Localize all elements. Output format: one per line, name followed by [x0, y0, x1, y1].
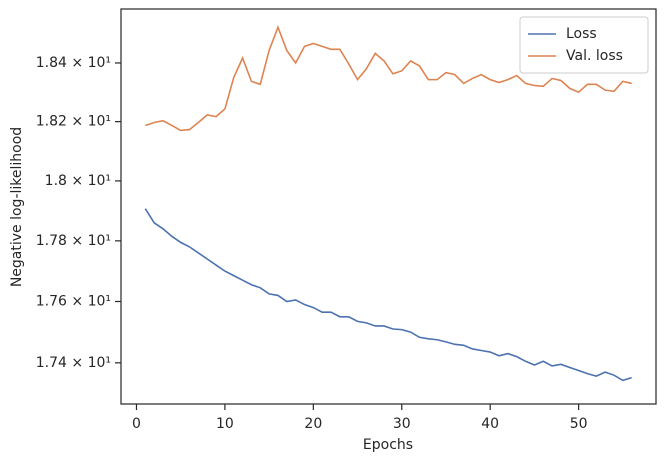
plot-frame [120, 8, 657, 405]
x-tick-label: 40 [481, 416, 499, 432]
x-tick-label: 50 [570, 416, 588, 432]
y-tick-label: 1.8 × 10¹ [45, 173, 111, 189]
x-tick-label: 30 [393, 416, 411, 432]
legend-label: Val. loss [566, 48, 623, 64]
line [144, 208, 632, 382]
legend-box [519, 16, 649, 74]
y-axis-label: Negative log-likelihood [9, 127, 25, 287]
y-tick-label: 1.76 × 10¹ [36, 293, 111, 309]
x-tick-label: 10 [216, 416, 234, 432]
y-tick-label: 1.74 × 10¹ [36, 355, 111, 371]
x-tick-label: 0 [132, 416, 141, 432]
y-tick-label: 1.82 × 10¹ [36, 114, 111, 130]
legend-label: Loss [566, 26, 597, 42]
line [145, 24, 632, 132]
x-tick-label: 20 [304, 416, 322, 432]
y-tick-label: 1.84 × 10¹ [36, 55, 111, 71]
y-tick-label: 1.78 × 10¹ [36, 233, 111, 249]
x-axis-label: Epochs [363, 437, 413, 453]
